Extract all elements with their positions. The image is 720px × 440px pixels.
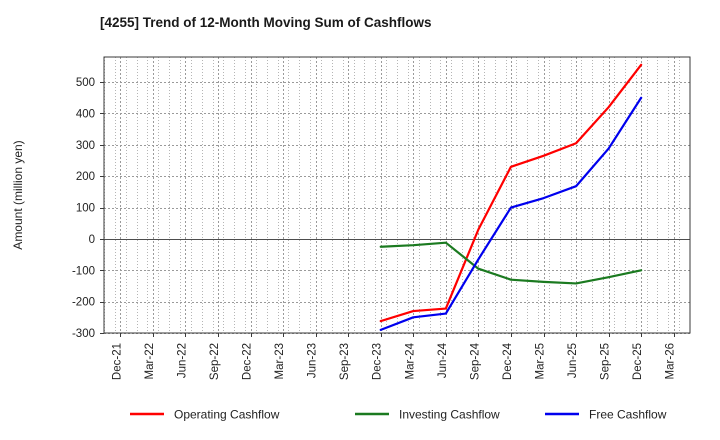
y-tick-label: 100 bbox=[76, 203, 95, 215]
minor-gridlines bbox=[104, 57, 680, 333]
x-tick-label: Jun-23 bbox=[307, 343, 319, 378]
chart-title: [4255] Trend of 12-Month Moving Sum of C… bbox=[100, 15, 432, 30]
x-tick-label: Mar-23 bbox=[274, 343, 286, 379]
y-tick-label: -200 bbox=[72, 297, 95, 309]
x-tick-label: Jun-25 bbox=[567, 343, 579, 378]
legend-label-free-cashflow[interactable]: Free Cashflow bbox=[589, 408, 667, 422]
x-tick-label: Dec-21 bbox=[111, 343, 123, 380]
major-gridlines bbox=[104, 57, 690, 334]
x-tick-label: Mar-24 bbox=[404, 342, 416, 379]
y-tick-label: 0 bbox=[89, 234, 95, 246]
x-axis-ticks: Dec-21 Mar-22 Jun-22 Sep-22 Dec-22 Mar-23 Jun-… bbox=[111, 333, 677, 380]
series-line-free-cashflow bbox=[379, 96, 643, 331]
x-tick-label: Dec-24 bbox=[502, 342, 514, 380]
x-tick-label: Sep-25 bbox=[600, 343, 612, 380]
x-tick-label: Mar-26 bbox=[665, 343, 677, 379]
x-tick-label: Sep-23 bbox=[339, 343, 351, 380]
y-tick-label: -300 bbox=[72, 328, 95, 340]
chart-legend: Operating Cashflow Investing Cashflow Free… bbox=[130, 408, 667, 422]
y-tick-label: -100 bbox=[72, 265, 95, 277]
x-tick-label: Dec-23 bbox=[372, 343, 384, 380]
x-tick-label: Sep-22 bbox=[209, 343, 221, 380]
legend-label-operating-cashflow[interactable]: Operating Cashflow bbox=[174, 408, 280, 422]
series-line-operating-cashflow bbox=[379, 63, 643, 323]
x-tick-label: Jun-24 bbox=[437, 342, 449, 378]
data-series bbox=[379, 63, 643, 331]
series-line-investing-cashflow bbox=[379, 241, 643, 285]
y-axis-label: Amount (million yen) bbox=[11, 140, 25, 249]
y-tick-label: 300 bbox=[76, 140, 95, 152]
x-tick-label: Mar-22 bbox=[144, 343, 156, 379]
x-tick-label: Dec-22 bbox=[242, 343, 254, 380]
y-tick-label: 500 bbox=[76, 77, 95, 89]
plot-area-frame bbox=[103, 56, 691, 334]
y-tick-label: 200 bbox=[76, 171, 95, 183]
x-tick-label: Sep-24 bbox=[469, 342, 481, 380]
legend-label-investing-cashflow[interactable]: Investing Cashflow bbox=[399, 408, 500, 422]
x-tick-label: Jun-22 bbox=[176, 343, 188, 378]
x-tick-label: Dec-25 bbox=[632, 343, 644, 380]
x-tick-label: Mar-25 bbox=[535, 343, 547, 379]
y-tick-label: 400 bbox=[76, 108, 95, 120]
y-axis-ticks: -300 -200 -100 0 100 200 300 400 500 bbox=[72, 77, 104, 340]
